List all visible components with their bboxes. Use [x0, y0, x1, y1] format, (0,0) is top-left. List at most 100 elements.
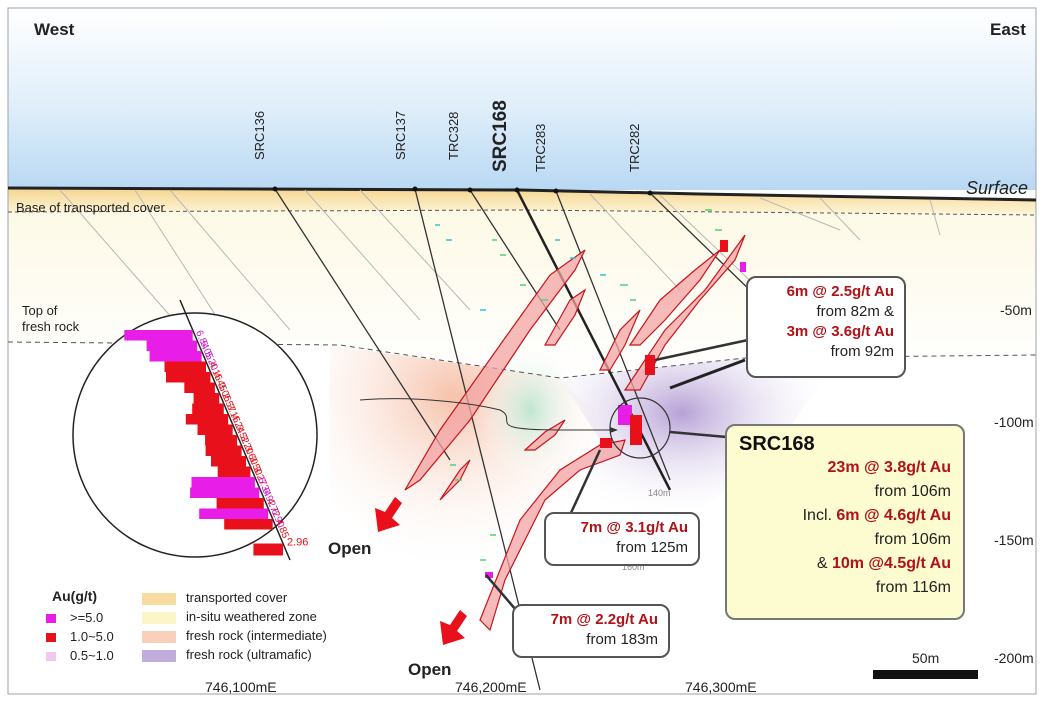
src168-summary-line4: from 106m — [874, 531, 951, 548]
open-arrow-upper — [375, 497, 402, 532]
inset-assay-bar — [224, 519, 273, 530]
src168-summary-callout: SRC168 23m @ 3.8g/t Au from 106m Incl. 6… — [725, 424, 965, 620]
legend: Au(g/t) >=5.0 1.0~5.0 0.5~1.0 transported … — [40, 588, 360, 672]
src168-and-prefix: & — [816, 555, 828, 572]
callout-2-line2: from 125m — [616, 539, 688, 556]
legend-grade-swatch — [46, 652, 56, 662]
easting-label-200: 746,200mE — [455, 679, 527, 695]
inset-assay-bar — [216, 498, 264, 509]
top-fresh-rock-label-line1: Top of — [22, 303, 58, 318]
inset-assay-bar — [185, 414, 229, 425]
legend-grade-swatch — [46, 614, 56, 624]
src168-incl-value: 6m @ 4.6g/t Au — [836, 507, 951, 524]
legend-unit-label: fresh rock (intermediate) — [186, 628, 327, 643]
drillhole-label-trc328: TRC328 — [446, 111, 461, 160]
inset-assay-bar — [197, 424, 233, 435]
legend-unit-label: fresh rock (ultramafic) — [186, 647, 312, 662]
legend-unit-swatch — [142, 592, 176, 605]
src168-summary-title: SRC168 — [739, 433, 815, 455]
easting-label-100: 746,100mE — [205, 679, 277, 695]
callout-3-line2: from 183m — [586, 631, 658, 648]
high-grade-intercepts — [485, 240, 746, 578]
legend-unit-item: in-situ weathered zone — [142, 609, 317, 624]
legend-grade-swatch — [46, 633, 56, 643]
drillhole-label-src136: SRC136 — [252, 110, 267, 160]
src168-summary-line6: from 116m — [875, 579, 951, 596]
drillhole-label-src137: SRC137 — [393, 110, 408, 160]
inset-drill-trace — [179, 299, 291, 561]
hole-depth-140: 140m — [648, 488, 671, 498]
depth-label-150: -150m — [994, 532, 1034, 548]
legend-unit-swatch — [142, 649, 176, 662]
easting-label-300: 746,300mE — [685, 679, 757, 695]
legend-title: Au(g/t) — [52, 588, 98, 604]
collar-markers — [272, 186, 653, 196]
mineralised-lodes — [404, 234, 746, 632]
inset-assay-bar — [149, 351, 202, 362]
inset-assay-bar-last — [253, 543, 283, 556]
drillhole-label-trc282: TRC282 — [627, 123, 642, 172]
inset-assay-bar — [166, 372, 211, 383]
inset-assay-bar — [164, 361, 206, 372]
src168-summary-line2: from 106m — [874, 483, 951, 500]
callout-1-line4: from 92m — [830, 343, 894, 360]
open-label-upper: Open — [328, 539, 372, 558]
legend-grade-item: >=5.0 — [46, 610, 103, 625]
inset-assay-bar — [190, 487, 260, 498]
legend-unit-item: fresh rock (ultramafic) — [142, 647, 312, 662]
src168-incl-prefix: Incl. — [802, 507, 832, 524]
top-fresh-rock-label-line2: fresh rock — [22, 319, 80, 334]
inset-assay-bar — [205, 445, 242, 456]
drillhole-label-src168: SRC168 — [490, 100, 511, 172]
src168-and-value: 10m @4.5g/t Au — [831, 555, 951, 572]
src168-summary-line3: Incl. 6m @ 4.6g/t Au — [739, 504, 951, 528]
inset-assay-bar — [124, 330, 193, 341]
scale-bar — [873, 670, 978, 679]
hole-depth-160: 160m — [622, 562, 645, 572]
intercept-callout-3: 7m @ 2.2g/t Au from 183m — [512, 604, 670, 658]
sky-band — [8, 8, 1036, 190]
intercept-callout-2: 7m @ 3.1g/t Au from 125m — [544, 512, 700, 566]
legend-unit-swatch — [142, 611, 176, 624]
intercept-callout-1: 6m @ 2.5g/t Au from 82m & 3m @ 3.6g/t Au… — [746, 276, 906, 378]
src168-summary-line1: 23m @ 3.8g/t Au — [827, 459, 951, 476]
base-cover-line — [7, 209, 1037, 216]
inset-assay-bar — [146, 340, 198, 351]
legend-unit-label: in-situ weathered zone — [186, 609, 317, 624]
inset-assay-bar — [199, 508, 269, 519]
legend-unit-label: transported cover — [186, 590, 288, 605]
alteration-halo — [475, 340, 585, 480]
inset-assay-bars — [124, 330, 283, 556]
inset-assay-bar — [205, 435, 238, 446]
base-cover-label: Base of transported cover — [16, 200, 165, 215]
assay-ticks — [435, 209, 722, 561]
callout-3-line1: 7m @ 2.2g/t Au — [550, 611, 658, 628]
inset-assay-label-last: 2.96 — [287, 537, 308, 549]
frame — [7, 7, 1037, 695]
drillhole-label-trc283: TRC283 — [533, 123, 548, 172]
callout-1-line2: from 82m & — [816, 303, 894, 320]
src168-summary-line5: & 10m @4.5g/t Au — [739, 552, 951, 576]
depth-label-200: -200m — [994, 650, 1034, 666]
depth-label-100: -100m — [994, 414, 1034, 430]
legend-unit-swatch — [142, 630, 176, 643]
inset-assay-bar — [193, 393, 220, 404]
legend-grade-label: 0.5~1.0 — [70, 648, 114, 663]
fresh-rock-ultramafic-zone — [560, 358, 830, 540]
legend-grade-label: >=5.0 — [70, 610, 104, 625]
legend-grade-item: 1.0~5.0 — [46, 629, 114, 644]
open-label-lower: Open — [408, 660, 452, 679]
open-arrow-lower — [440, 610, 467, 645]
src168-trace — [515, 189, 672, 491]
top-fresh-rock-label: Top of fresh rock — [22, 303, 79, 335]
legend-unit-item: fresh rock (intermediate) — [142, 628, 327, 643]
legend-grade-item: 0.5~1.0 — [46, 648, 114, 663]
legend-unit-item: transported cover — [142, 590, 287, 605]
surface-label: Surface — [966, 178, 1029, 198]
callout-connectors — [485, 338, 749, 611]
depth-label-50: -50m — [1000, 302, 1032, 318]
callout-1-line3: 3m @ 3.6g/t Au — [786, 323, 894, 340]
inset-assay-bar — [217, 466, 251, 477]
scale-bar-label: 50m — [912, 650, 940, 666]
